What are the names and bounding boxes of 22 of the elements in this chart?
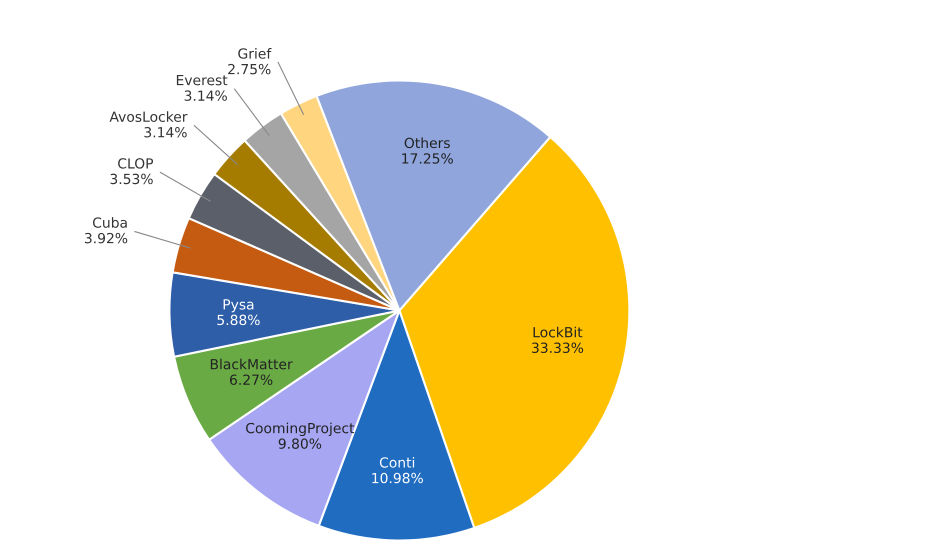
data-label: 3.53%: [110, 174, 153, 184]
data-label: 3.14%: [184, 90, 227, 101]
slice-label: Pysa: [224, 299, 254, 312]
data-label: 33.33%: [532, 342, 584, 354]
data-label: 17.25%: [402, 153, 453, 164]
slice-label: CoomingProject: [246, 422, 354, 436]
slice-label: Conti: [380, 456, 414, 468]
data-label: 10.98%: [372, 472, 423, 484]
data-label: 2.75%: [228, 64, 270, 74]
data-label: 5.88%: [217, 314, 260, 326]
slice-label: BlackMatter: [210, 358, 293, 370]
data-label: 3.14%: [144, 126, 187, 138]
slice-label: AvosLocker: [110, 111, 188, 122]
data-label: 6.27%: [230, 374, 272, 385]
slice-label: LockBit: [534, 326, 582, 338]
slice-label: CLOP: [118, 158, 154, 169]
data-label: 9.80%: [278, 438, 322, 449]
slice-label: Others: [404, 137, 450, 148]
slice-label: Grief: [238, 48, 272, 59]
data-label: 3.92%: [84, 232, 128, 244]
slice-label: Everest: [176, 75, 228, 86]
slice-label: Cuba: [92, 217, 127, 228]
